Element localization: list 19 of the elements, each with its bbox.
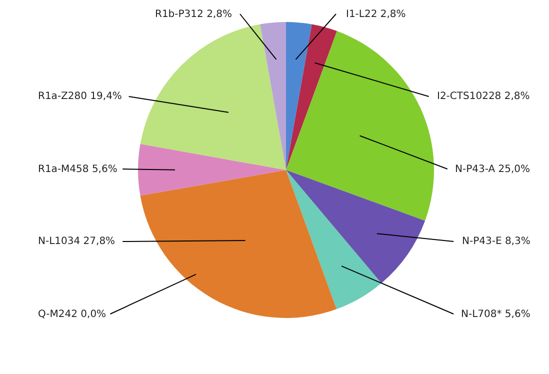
slice-label: N-L708* 5,6% bbox=[461, 309, 530, 320]
pie-slice bbox=[140, 24, 286, 170]
slice-label: N-P43-E 8,3% bbox=[462, 236, 530, 247]
slice-label: R1a-Z280 19,4% bbox=[38, 91, 122, 102]
slice-label: N-L1034 27,8% bbox=[38, 236, 116, 247]
pie-slice bbox=[138, 144, 286, 196]
pie-slice bbox=[286, 170, 426, 284]
slice-label: R1a-M458 5,6% bbox=[38, 164, 118, 175]
pie-slice bbox=[286, 170, 382, 310]
pie-slice bbox=[286, 24, 337, 170]
slice-label: I1-L22 2,8% bbox=[346, 9, 406, 20]
slice-label: I2-CTS10228 2,8% bbox=[437, 91, 530, 102]
category-label: Q-M242 0,0% bbox=[38, 309, 106, 320]
slice-label: R1b-P312 2,8% bbox=[155, 9, 232, 20]
pie-slice bbox=[286, 31, 434, 221]
slice-label: N-P43-A 25,0% bbox=[455, 164, 530, 175]
pie-slice bbox=[140, 170, 337, 318]
pie-slice bbox=[260, 22, 286, 170]
pie-slice bbox=[286, 22, 312, 170]
